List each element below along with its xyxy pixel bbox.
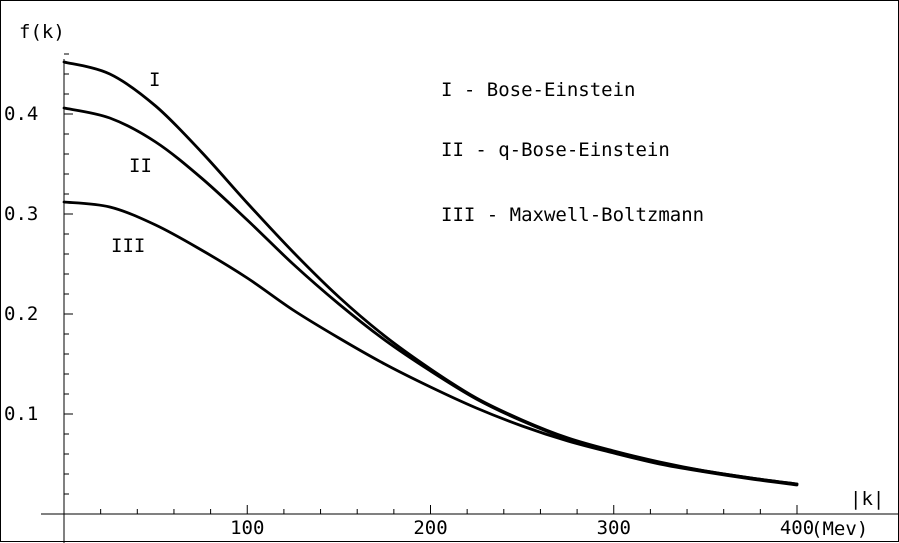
y-tick-label: 0.4: [4, 103, 38, 125]
x-tick-label: 200: [413, 517, 447, 539]
x-tick-label: 300: [597, 517, 631, 539]
legend-entry-1: I - Bose-Einstein: [441, 79, 635, 101]
x-tick-label: 400: [780, 517, 814, 539]
y-tick-label: 0.1: [4, 403, 38, 425]
series-line-I: [62, 60, 799, 486]
x-axis-label: |k|: [850, 488, 884, 510]
curve-label-1: I: [149, 69, 160, 91]
x-tick-label: 100: [230, 517, 264, 539]
curve-label-3: III: [111, 235, 145, 257]
legend-entry-2: II - q-Bose-Einstein: [441, 139, 670, 161]
legend-entry-3: III - Maxwell-Boltzmann: [441, 204, 704, 226]
series-line-II: [62, 106, 799, 486]
y-tick-label: 0.3: [4, 203, 38, 225]
series-curves: [62, 60, 799, 487]
y-axis-label: f(k): [19, 21, 65, 43]
y-tick-label: 0.2: [4, 303, 38, 325]
axis-ticks: 100 200 300 400 0.1 0.2 0.3 0.4: [4, 53, 814, 539]
series-line-III: [62, 200, 799, 487]
x-axis-unit: (Mev): [811, 518, 868, 540]
curve-label-2: II: [129, 155, 152, 177]
